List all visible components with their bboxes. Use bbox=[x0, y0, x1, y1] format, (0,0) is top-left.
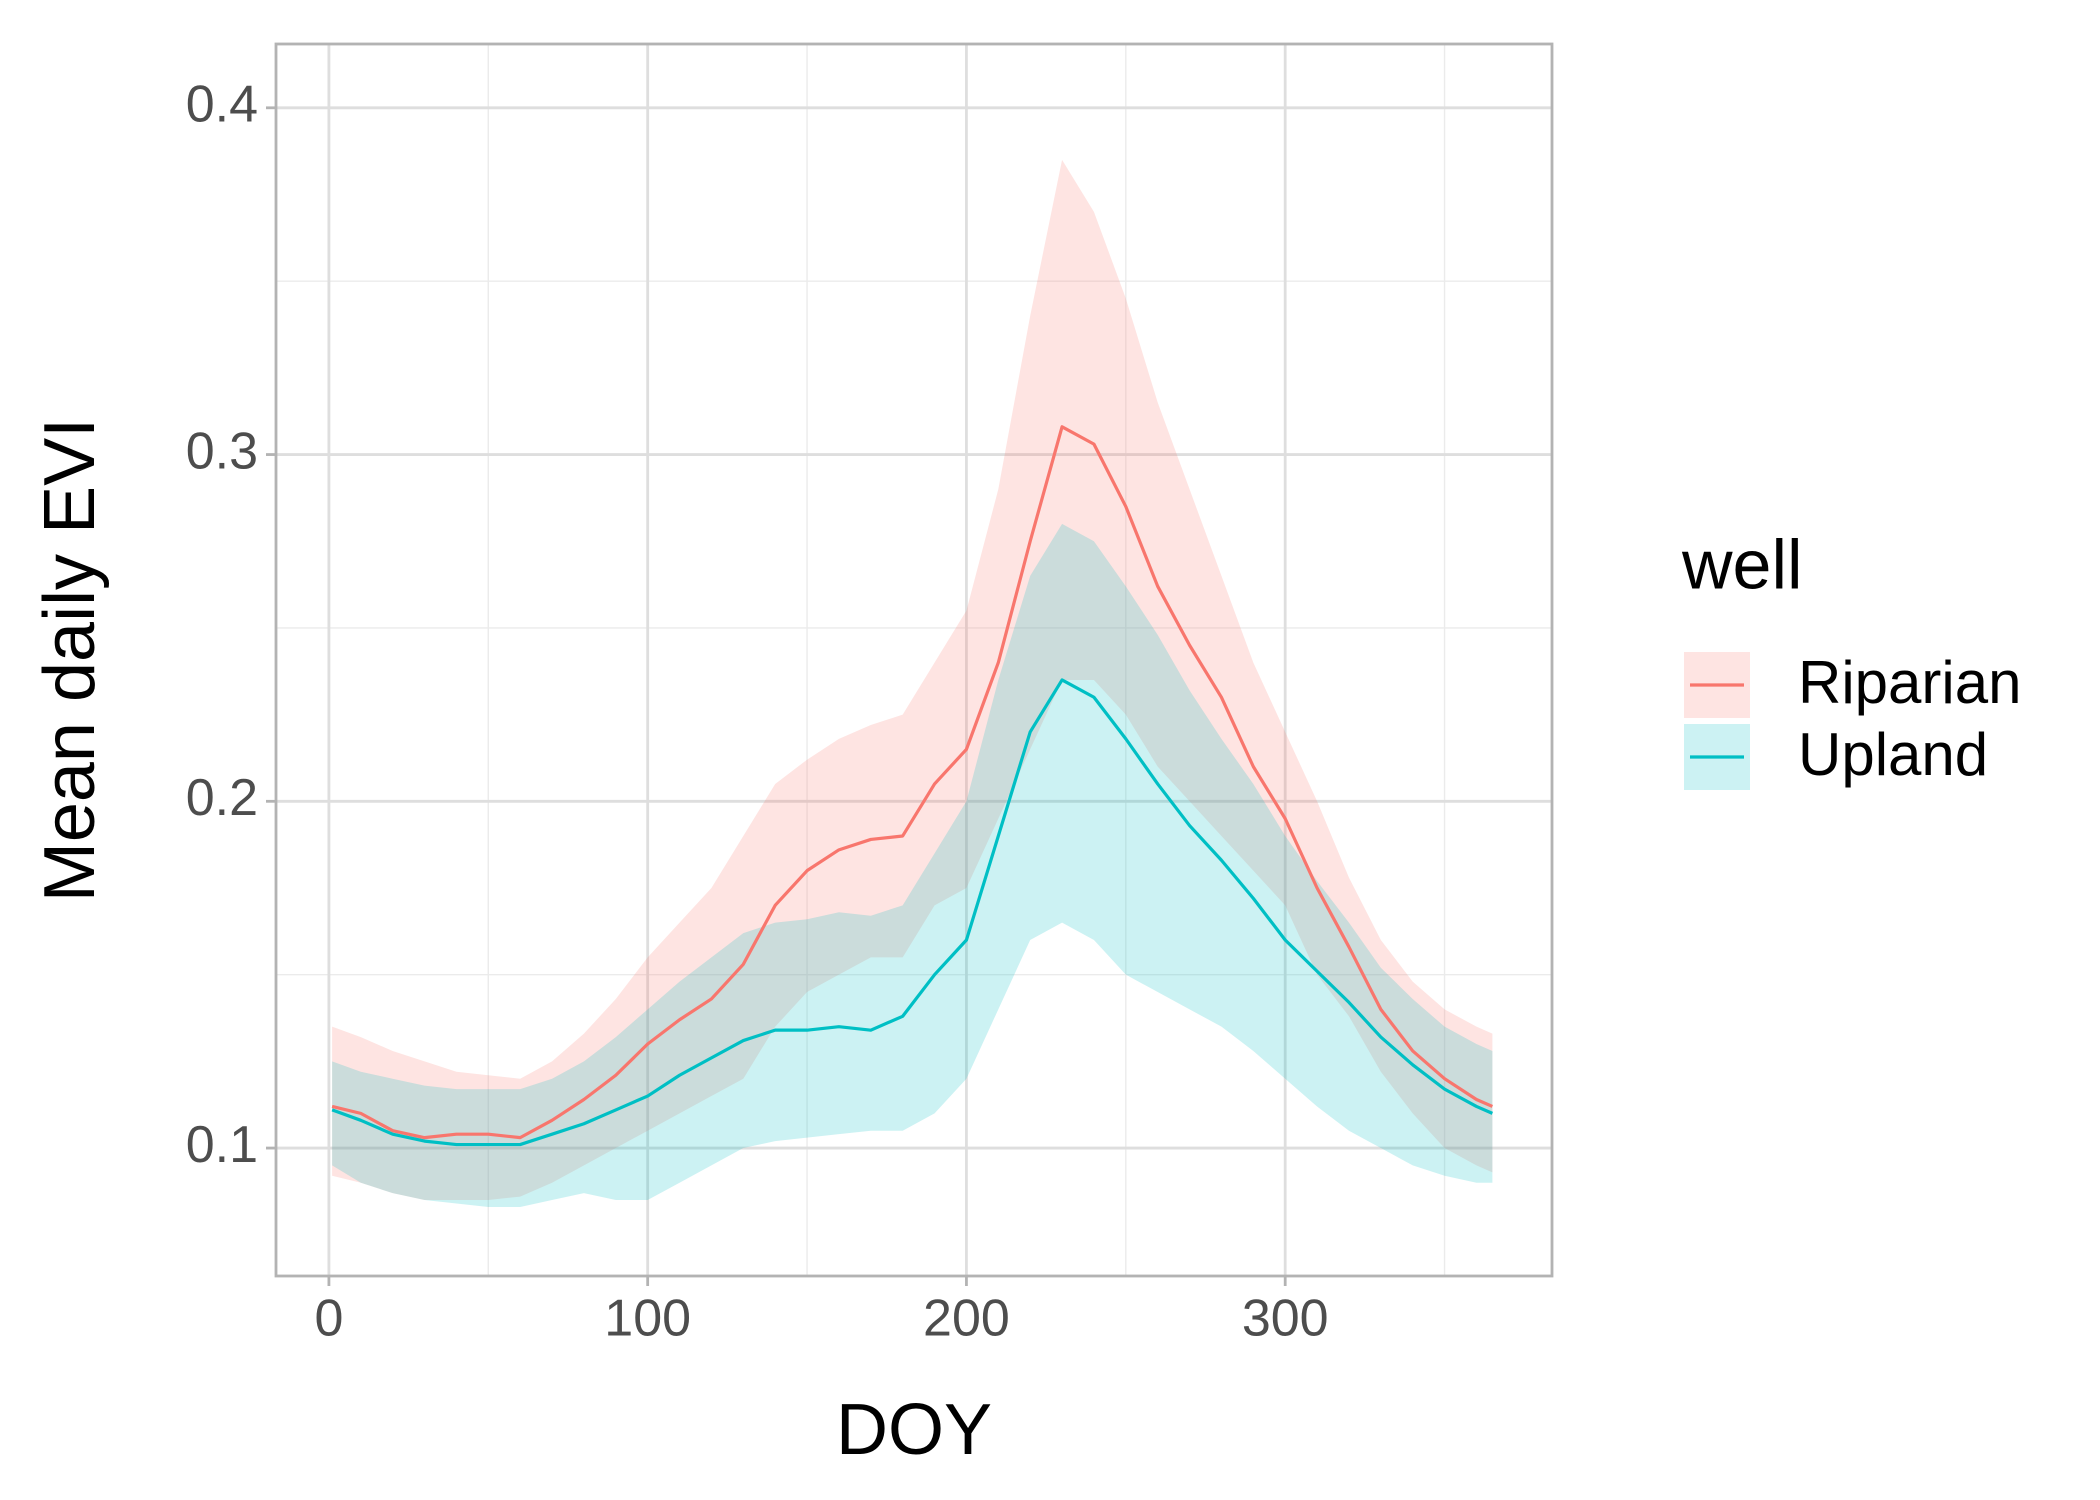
x-tick-label: 200 bbox=[923, 1290, 1010, 1348]
x-tick-label: 300 bbox=[1242, 1290, 1329, 1348]
y-tick-label: 0.3 bbox=[186, 422, 258, 480]
ribbon bbox=[332, 523, 1493, 1207]
plot-border bbox=[274, 42, 1554, 1278]
line bbox=[331, 425, 1494, 1140]
y-tick-label: 0.2 bbox=[186, 769, 258, 827]
y-tick-label: 0.1 bbox=[186, 1116, 258, 1174]
y-tick-label: 0.4 bbox=[186, 76, 258, 134]
x-tick-label: 100 bbox=[604, 1290, 691, 1348]
y-axis-title: Mean daily EVI bbox=[30, 418, 110, 902]
legend-title: well bbox=[1681, 525, 1803, 603]
legend-label: Riparian bbox=[1798, 649, 2021, 716]
x-tick-label: 0 bbox=[314, 1290, 343, 1348]
line bbox=[331, 678, 1494, 1147]
ribbon bbox=[332, 159, 1493, 1201]
legend-label: Upland bbox=[1798, 721, 1988, 788]
x-axis-title: DOY bbox=[836, 1390, 992, 1470]
